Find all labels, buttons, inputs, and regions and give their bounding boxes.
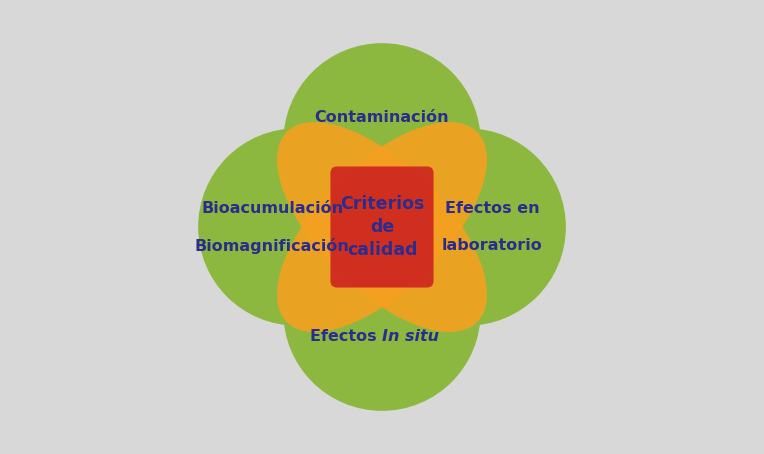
Ellipse shape [283,213,481,411]
Text: Bioacumulación: Bioacumulación [201,201,343,216]
Ellipse shape [283,43,481,241]
Ellipse shape [277,122,487,332]
Text: Criterios
de
calidad: Criterios de calidad [340,195,424,259]
Ellipse shape [368,128,566,326]
Text: laboratorio: laboratorio [442,238,542,253]
Text: Efectos en: Efectos en [445,201,539,216]
Text: Efectos: Efectos [309,329,382,345]
Text: Contaminación: Contaminación [315,109,449,125]
Text: Biomagnificación: Biomagnificación [195,238,350,254]
Ellipse shape [277,122,487,332]
FancyBboxPatch shape [330,167,434,287]
Ellipse shape [198,128,396,326]
Text: In situ: In situ [382,329,439,345]
